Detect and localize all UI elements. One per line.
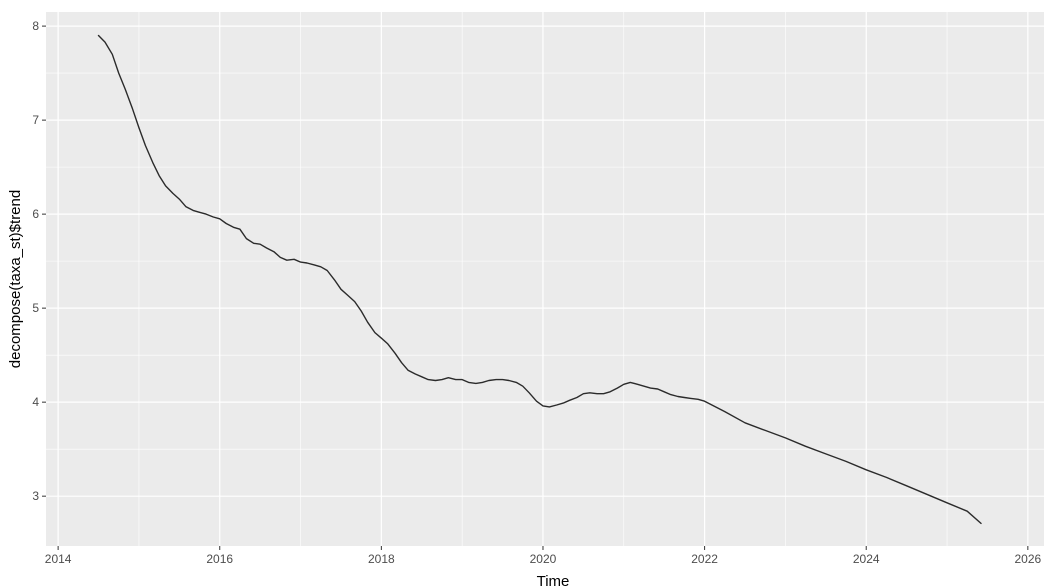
y-tick-label: 5 <box>32 301 39 315</box>
x-tick-label: 2020 <box>530 552 557 566</box>
trend-line <box>97 34 982 525</box>
x-axis-title: Time <box>537 573 570 588</box>
x-tick-label: 2016 <box>206 552 233 566</box>
major-gridlines <box>46 12 1044 546</box>
x-tick-label: 2018 <box>368 552 395 566</box>
x-axis: 2014 2016 2018 2020 2022 2024 2026 <box>45 546 1042 566</box>
y-axis: 3 4 5 6 7 8 <box>32 19 46 503</box>
series-layer <box>97 34 982 525</box>
x-tick-label: 2014 <box>45 552 72 566</box>
y-tick-label: 7 <box>32 113 39 127</box>
panel-background <box>46 12 1044 546</box>
y-tick-label: 4 <box>32 395 39 409</box>
x-tick-label: 2024 <box>853 552 880 566</box>
y-tick-label: 3 <box>32 489 39 503</box>
y-tick-label: 8 <box>32 19 39 33</box>
y-axis-title: decompose(taxa_st)$trend <box>7 190 24 368</box>
x-tick-label: 2026 <box>1014 552 1041 566</box>
x-tick-label: 2022 <box>691 552 718 566</box>
y-tick-label: 6 <box>32 207 39 221</box>
minor-gridlines <box>46 12 1044 546</box>
